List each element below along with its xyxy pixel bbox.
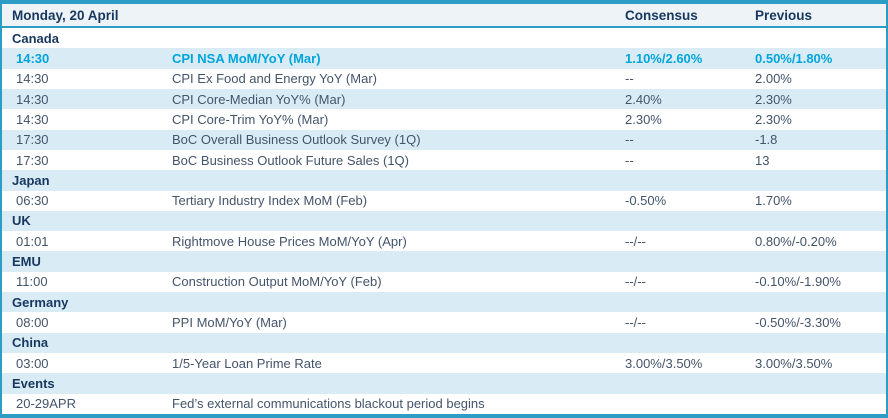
previous-cell: -1.8	[755, 132, 778, 148]
section-label: Germany	[12, 294, 69, 310]
time-cell: 17:30	[16, 132, 49, 148]
event-cell: CPI Core-Trim YoY% (Mar)	[172, 111, 329, 127]
section-row-emu: EMU	[2, 251, 886, 272]
consensus-cell: --	[625, 71, 634, 87]
consensus-column-header: Consensus	[625, 7, 698, 23]
table-row: 17:30 BoC Overall Business Outlook Survey…	[2, 129, 886, 150]
table-row: 11:00 Construction Output MoM/YoY (Feb) --…	[2, 271, 886, 293]
table-row: 20-29APR Fed’s external communications bl…	[2, 393, 886, 414]
table-header-row: Monday, 20 April Consensus Previous	[2, 4, 886, 28]
previous-cell: 0.50%/1.80%	[755, 50, 833, 66]
section-label: Japan	[12, 172, 50, 188]
consensus-cell: 2.40%	[625, 91, 662, 107]
table-row: 14:30 CPI Ex Food and Energy YoY (Mar) -- 2…	[2, 68, 886, 89]
time-cell: 20-29APR	[16, 396, 76, 412]
previous-cell: -0.10%/-1.90%	[755, 274, 841, 290]
event-cell: 1/5-Year Loan Prime Rate	[172, 355, 322, 371]
table-row: 03:00 1/5-Year Loan Prime Rate 3.00%/3.50%…	[2, 353, 886, 374]
time-cell: 14:30	[16, 91, 49, 107]
consensus-cell: --/--	[625, 274, 646, 290]
event-cell: CPI Core-Median YoY% (Mar)	[172, 91, 346, 107]
section-row-japan: Japan	[2, 170, 886, 191]
section-label: Events	[12, 375, 55, 391]
section-label: China	[12, 335, 49, 351]
event-cell: BoC Overall Business Outlook Survey (1Q)	[172, 132, 421, 148]
previous-cell: 2.30%	[755, 91, 792, 107]
time-cell: 14:30	[16, 71, 49, 87]
table-row: 01:01 Rightmove House Prices MoM/YoY (Apr…	[2, 231, 886, 252]
event-cell: Rightmove House Prices MoM/YoY (Apr)	[172, 233, 407, 249]
table-row: 17:30 BoC Business Outlook Future Sales (…	[2, 149, 886, 171]
event-cell: BoC Business Outlook Future Sales (1Q)	[172, 152, 409, 168]
previous-cell: 3.00%/3.50%	[755, 355, 833, 371]
table-row: 08:00 PPI MoM/YoY (Mar) --/-- -0.50%/-3.30%	[2, 312, 886, 333]
previous-cell: 0.80%/-0.20%	[755, 233, 837, 249]
section-row-china: China	[2, 332, 886, 353]
table-row: 06:30 Tertiary Industry Index MoM (Feb) -0…	[2, 190, 886, 211]
previous-cell: 2.30%	[755, 111, 792, 127]
consensus-cell: --/--	[625, 315, 646, 331]
table-row: 14:30 CPI Core-Trim YoY% (Mar) 2.30% 2.30%	[2, 109, 886, 130]
event-cell: Construction Output MoM/YoY (Feb)	[172, 274, 382, 290]
previous-cell: -0.50%/-3.30%	[755, 315, 841, 331]
section-label: UK	[12, 213, 31, 229]
time-cell: 14:30	[16, 111, 49, 127]
previous-cell: 2.00%	[755, 71, 792, 87]
time-cell: 11:00	[16, 274, 48, 290]
date-header: Monday, 20 April	[12, 7, 119, 23]
consensus-cell: --/--	[625, 233, 646, 249]
time-cell: 01:01	[16, 233, 49, 249]
time-cell: 14:30	[16, 50, 50, 66]
previous-cell: 1.70%	[755, 193, 792, 209]
section-row-canada: Canada	[2, 28, 886, 49]
section-label: EMU	[12, 254, 41, 270]
time-cell: 17:30	[16, 152, 49, 168]
event-cell: CPI Ex Food and Energy YoY (Mar)	[172, 71, 377, 87]
event-cell: Tertiary Industry Index MoM (Feb)	[172, 193, 368, 209]
consensus-cell: 1.10%/2.60%	[625, 50, 703, 66]
table-row: 14:30 CPI NSA MoM/YoY (Mar) 1.10%/2.60% 0.5…	[2, 48, 886, 69]
consensus-cell: 2.30%	[625, 111, 662, 127]
time-cell: 08:00	[16, 315, 49, 331]
event-cell: CPI NSA MoM/YoY (Mar)	[172, 50, 321, 66]
previous-column-header: Previous	[755, 7, 813, 23]
previous-cell: 13	[755, 152, 770, 168]
event-cell: Fed’s external communications blackout p…	[172, 396, 485, 412]
consensus-cell: --	[625, 152, 634, 168]
time-cell: 06:30	[16, 193, 49, 209]
time-cell: 03:00	[16, 355, 49, 371]
section-row-uk: UK	[2, 210, 886, 232]
consensus-cell: --	[625, 132, 634, 148]
event-cell: PPI MoM/YoY (Mar)	[172, 315, 287, 331]
section-row-events: Events	[2, 373, 886, 394]
table-row: 14:30 CPI Core-Median YoY% (Mar) 2.40% 2.30…	[2, 88, 886, 110]
consensus-cell: 3.00%/3.50%	[625, 355, 703, 371]
section-row-germany: Germany	[2, 292, 886, 313]
consensus-cell: -0.50%	[625, 193, 667, 209]
section-label: Canada	[12, 30, 59, 46]
